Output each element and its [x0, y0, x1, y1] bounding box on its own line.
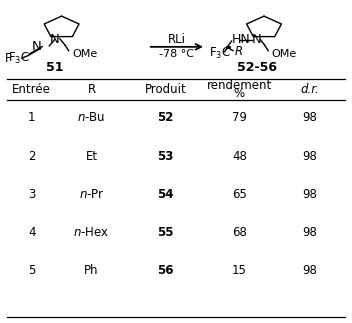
Text: $n$-Pr: $n$-Pr [78, 188, 105, 201]
Text: RLi: RLi [168, 33, 186, 46]
Text: N: N [50, 33, 59, 46]
Text: 3: 3 [28, 188, 35, 201]
Text: 98: 98 [302, 111, 317, 124]
Text: Et: Et [86, 150, 98, 162]
Text: 98: 98 [302, 226, 317, 239]
Text: Ph: Ph [84, 264, 99, 277]
Text: 1: 1 [28, 111, 36, 124]
Text: Entrée: Entrée [12, 83, 51, 96]
Text: N: N [32, 40, 42, 53]
Text: Produit: Produit [145, 83, 186, 96]
Text: 98: 98 [302, 188, 317, 201]
Text: d.r.: d.r. [300, 83, 319, 96]
Text: HN: HN [232, 33, 250, 46]
Text: 53: 53 [157, 150, 174, 162]
Text: $n$-Hex: $n$-Hex [73, 226, 110, 239]
Text: 55: 55 [157, 226, 174, 239]
Text: 98: 98 [302, 150, 317, 162]
Text: 79: 79 [232, 111, 247, 124]
Text: $n$-Bu: $n$-Bu [77, 111, 106, 124]
Text: N: N [252, 33, 262, 46]
Text: R: R [235, 45, 243, 58]
Text: 65: 65 [232, 188, 247, 201]
Text: rendement: rendement [207, 79, 272, 92]
Text: 4: 4 [28, 226, 36, 239]
Text: 98: 98 [302, 264, 317, 277]
Text: %: % [234, 87, 245, 100]
Text: R: R [87, 83, 96, 96]
Text: 52: 52 [157, 111, 174, 124]
Text: 48: 48 [232, 150, 247, 162]
Text: 54: 54 [157, 188, 174, 201]
Text: 15: 15 [232, 264, 247, 277]
Text: 51: 51 [46, 61, 63, 74]
Text: 52-56: 52-56 [237, 61, 277, 74]
Text: OMe: OMe [271, 49, 296, 59]
Text: F$_3$C: F$_3$C [209, 46, 232, 61]
Text: 68: 68 [232, 226, 247, 239]
Text: F: F [5, 52, 11, 65]
Text: 56: 56 [157, 264, 174, 277]
Text: F$_3$C: F$_3$C [8, 51, 30, 66]
Text: 5: 5 [28, 264, 35, 277]
Text: OMe: OMe [72, 49, 98, 59]
Text: -78 °C: -78 °C [159, 49, 194, 59]
Text: 2: 2 [28, 150, 36, 162]
